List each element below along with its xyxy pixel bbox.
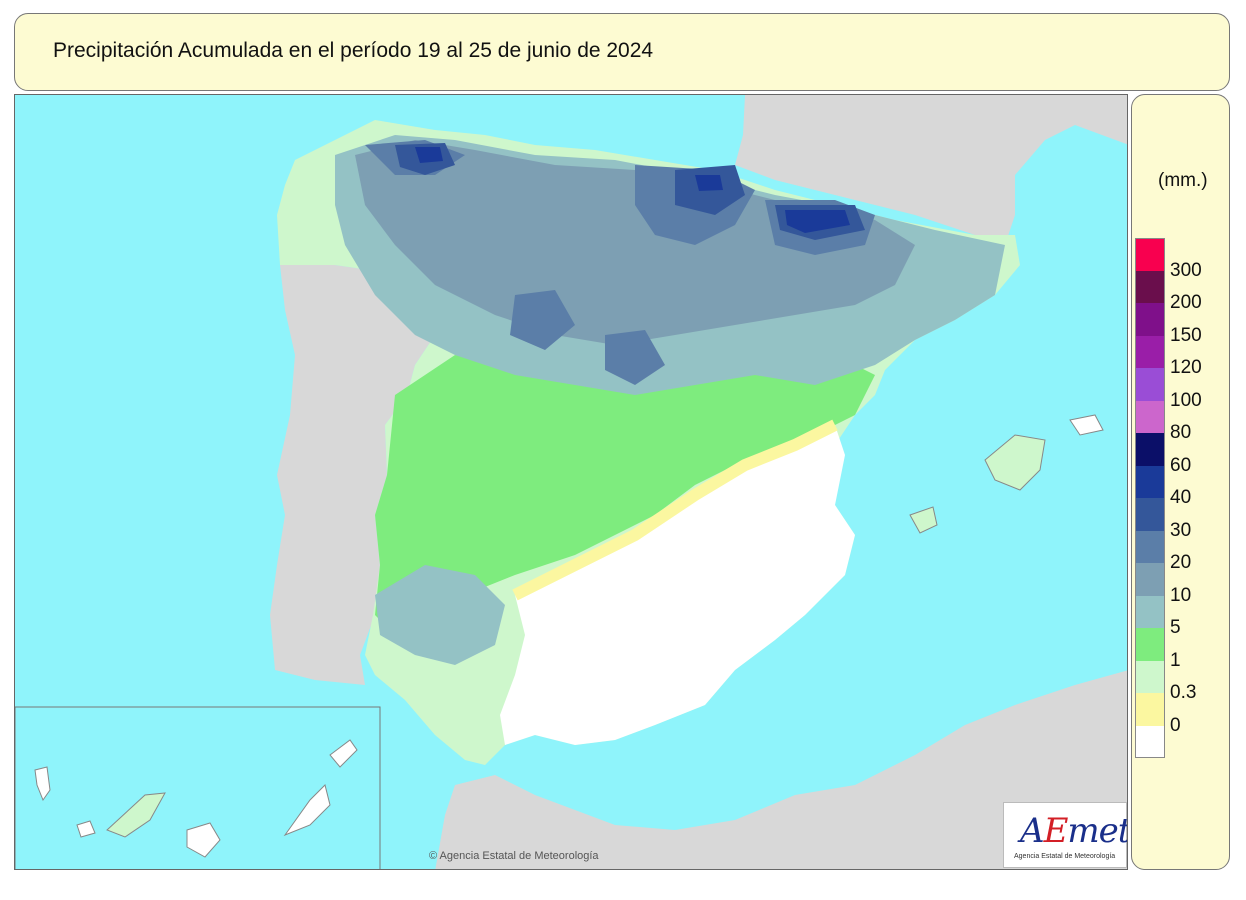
rain-20-30-band xyxy=(355,140,915,345)
legend-label: 40 xyxy=(1170,487,1192,508)
legend-swatch xyxy=(1135,368,1165,401)
rain-10-20-southwest xyxy=(375,565,505,665)
legend-swatch xyxy=(1135,498,1165,531)
legend-label: 5 xyxy=(1170,617,1181,638)
legend-swatch xyxy=(1135,628,1165,661)
legend-label: 30 xyxy=(1170,519,1192,541)
legend-swatch xyxy=(1135,595,1165,628)
tenerife xyxy=(106,792,166,838)
legend-label: 20 xyxy=(1170,552,1192,573)
rain-0-zone xyxy=(500,425,855,745)
fuerteventura xyxy=(283,784,331,837)
legend-label: 0 xyxy=(1170,714,1181,736)
legend-label: 300 xyxy=(1170,259,1202,281)
menorca xyxy=(1069,414,1104,436)
legend-swatch xyxy=(1135,238,1165,271)
rain-5-10-band xyxy=(375,345,875,635)
map-title: Precipitación Acumulada en el período 19… xyxy=(53,39,654,62)
legend-swatch xyxy=(1135,303,1165,336)
rain-30-40-band xyxy=(365,140,875,385)
legend-swatch xyxy=(1135,270,1165,303)
legend-swatch xyxy=(1135,693,1165,726)
aemet-logo: AEmet Agencia Estatal de Meteorología xyxy=(1003,802,1127,868)
logo-text: AEmet xyxy=(1020,811,1128,851)
legend-swatch xyxy=(1135,335,1165,368)
portugal-land xyxy=(270,265,455,685)
mallorca xyxy=(984,434,1046,491)
legend-swatch xyxy=(1135,433,1165,466)
legend-swatch xyxy=(1135,725,1165,758)
legend-label: 1 xyxy=(1170,649,1181,671)
legend-swatch xyxy=(1135,530,1165,563)
rain-0-3-edge xyxy=(512,419,838,601)
legend-label: 100 xyxy=(1170,389,1202,411)
legend-label: 200 xyxy=(1170,292,1202,313)
legend-label: 120 xyxy=(1170,357,1202,378)
legend-label: 60 xyxy=(1170,454,1192,476)
legend-swatch xyxy=(1135,660,1165,693)
legend-label: 150 xyxy=(1170,324,1202,346)
france-land xyxy=(735,95,1127,245)
africa-land xyxy=(435,670,1127,869)
legend-unit: (mm.) xyxy=(1158,170,1208,191)
copyright-text: © Agencia Estatal de Meteorología xyxy=(429,850,599,862)
legend-label: 10 xyxy=(1170,584,1192,606)
legend-swatch xyxy=(1135,465,1165,498)
map-panel: © Agencia Estatal de Meteorología AEmet … xyxy=(14,94,1128,870)
legend-swatch xyxy=(1135,563,1165,596)
rain-60-80-band xyxy=(415,147,850,233)
gran-canaria xyxy=(186,822,221,858)
precipitation-map xyxy=(15,95,1127,869)
ibiza xyxy=(909,506,938,534)
legend-swatch xyxy=(1135,400,1165,433)
legend-label: 80 xyxy=(1170,422,1192,443)
legend-panel: (mm.) 300 200 150 120 100 80 60 40 30 20 10 5 1 0.3 0 xyxy=(1131,94,1230,870)
la-palma xyxy=(34,766,51,802)
logo-subtitle: Agencia Estatal de Meteorología xyxy=(1014,853,1116,860)
title-panel: Precipitación Acumulada en el período 19… xyxy=(14,13,1230,91)
legend-label: 0.3 xyxy=(1170,682,1197,703)
gomera xyxy=(76,820,96,838)
lanzarote xyxy=(329,739,358,768)
